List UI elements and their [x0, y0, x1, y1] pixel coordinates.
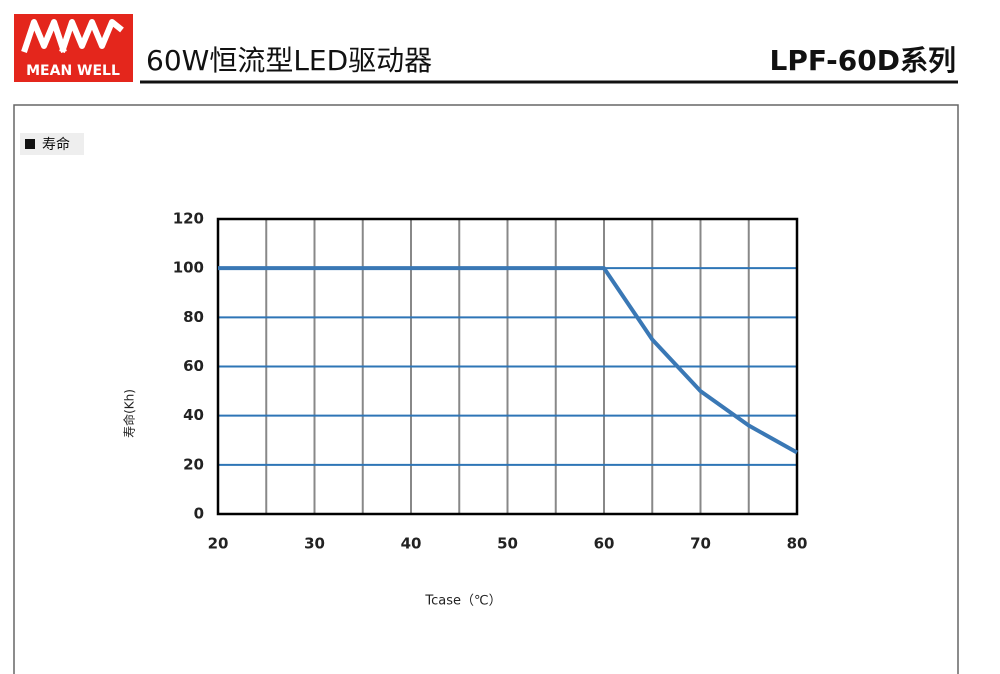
plot-border	[216, 217, 799, 516]
x-tick-label: 30	[304, 535, 325, 553]
y-tick-label: 20	[183, 455, 204, 473]
y-tick-label: 100	[173, 259, 204, 277]
header-title: 60W恒流型LED驱动器	[146, 44, 432, 77]
section-tag	[20, 133, 84, 155]
y-tick-label: 40	[183, 406, 204, 424]
frame	[13, 104, 959, 674]
header-series: LPF-60D系列	[770, 44, 956, 77]
data-line	[218, 266, 798, 455]
section-title: 寿命	[42, 136, 70, 153]
section-bullet	[25, 139, 35, 149]
logo-text: MEAN WELL	[26, 63, 120, 79]
x-tick-label: 80	[787, 535, 808, 553]
y-tick-label: 0	[194, 505, 204, 523]
y-axis-label: 寿命(Kh)	[122, 389, 137, 438]
y-tick-label: 60	[183, 357, 204, 375]
y-tick-label: 120	[173, 210, 204, 228]
x-tick-label: 20	[208, 535, 229, 553]
x-axis-label: Tcase（℃）	[424, 594, 501, 609]
logo-mark	[21, 19, 124, 53]
x-tick-label: 60	[594, 535, 615, 553]
x-tick-label: 50	[497, 535, 518, 553]
x-tick-label: 40	[401, 535, 422, 553]
x-tick-label: 70	[690, 535, 711, 553]
y-tick-label: 80	[183, 308, 204, 326]
